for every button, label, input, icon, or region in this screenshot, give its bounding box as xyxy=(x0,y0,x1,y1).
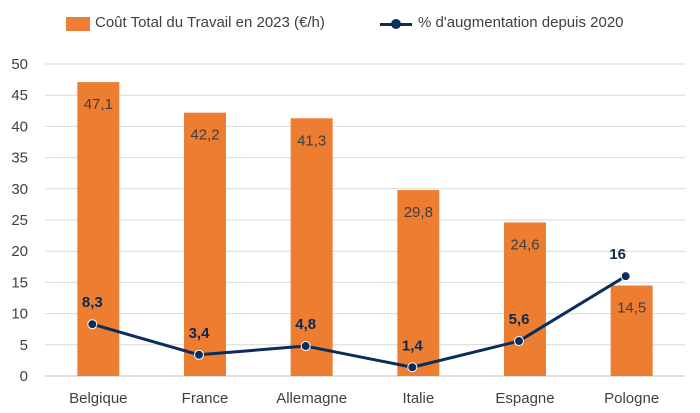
bar xyxy=(397,190,440,376)
bar xyxy=(184,112,226,376)
bar-data-label: 47,1 xyxy=(84,96,113,113)
y-tick-label: 40 xyxy=(11,118,28,135)
legend-bar-label: Coût Total du Travail en 2023 (€/h) xyxy=(95,14,325,31)
legend-line-marker xyxy=(391,19,401,29)
bar-data-label: 29,8 xyxy=(404,204,433,221)
x-tick-label: Espagne xyxy=(495,390,554,407)
line-marker xyxy=(407,362,418,373)
line-marker xyxy=(620,271,631,282)
line-marker xyxy=(300,341,311,352)
bar xyxy=(290,118,333,377)
bar-data-label: 41,3 xyxy=(297,132,326,149)
x-tick-label: France xyxy=(182,390,229,407)
y-tick-label: 20 xyxy=(11,243,28,260)
line-data-label: 5,6 xyxy=(509,311,530,328)
y-tick-label: 25 xyxy=(11,212,28,229)
y-tick-label: 10 xyxy=(11,306,28,323)
x-tick-label: Pologne xyxy=(604,390,659,407)
bar xyxy=(77,82,120,376)
line-marker xyxy=(194,349,204,360)
line-marker xyxy=(514,336,524,347)
line-data-label: 8,3 xyxy=(82,294,103,311)
x-tick-label: Belgique xyxy=(69,390,127,407)
y-tick-label: 45 xyxy=(11,87,28,104)
line-series xyxy=(91,274,627,369)
line-data-label: 3,4 xyxy=(189,325,211,342)
legend: Coût Total du Travail en 2023 (€/h) % d'… xyxy=(0,0,700,40)
y-tick-label: 50 xyxy=(11,56,28,73)
y-tick-label: 15 xyxy=(11,274,28,291)
bar-data-label: 24,6 xyxy=(510,236,539,253)
y-tick-label: 30 xyxy=(11,181,28,198)
line-data-label: 16 xyxy=(609,246,626,263)
x-tick-label: Allemagne xyxy=(276,390,347,407)
x-tick-label: Italie xyxy=(402,390,434,407)
line-data-label: 1,4 xyxy=(402,337,424,354)
line-data-label: 4,8 xyxy=(295,316,316,333)
bar xyxy=(610,285,653,376)
line-marker xyxy=(87,319,98,330)
y-tick-label: 5 xyxy=(20,337,28,354)
legend-line-label: % d'augmentation depuis 2020 xyxy=(418,14,624,31)
y-tick-label: 35 xyxy=(11,150,28,167)
bar-data-label: 42,2 xyxy=(190,127,219,144)
bar xyxy=(504,222,546,376)
y-tick-label: 0 xyxy=(20,368,28,385)
legend-bar-swatch xyxy=(66,17,90,31)
bar-data-label: 14,5 xyxy=(617,300,646,317)
